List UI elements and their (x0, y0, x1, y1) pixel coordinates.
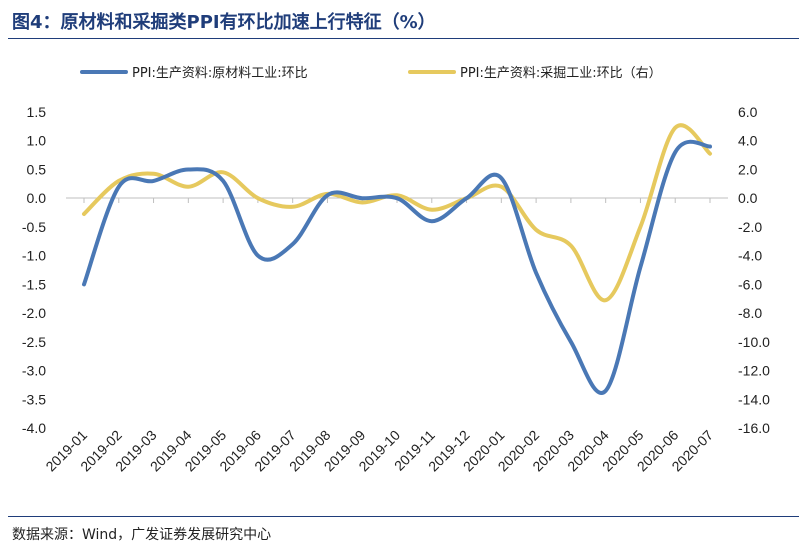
y-left-tick: 0.0 (27, 190, 47, 206)
y-right-tick: 4.0 (738, 133, 758, 149)
y-left-tick: 1.5 (27, 104, 47, 120)
y-right-axis: 6.0 4.0 2.0 0.0 -2.0 -4.0 -6.0 -8.0 -10.0 -12.0 -1… (738, 104, 770, 436)
y-right-tick: -2.0 (738, 219, 762, 235)
y-left-tick: -2.5 (22, 334, 46, 350)
series-lines (82, 123, 712, 395)
y-left-tick: 1.0 (27, 133, 47, 149)
y-left-tick: -3.0 (22, 363, 46, 379)
series-line-2 (82, 123, 712, 303)
y-right-tick: -8.0 (738, 305, 762, 321)
y-left-tick: -4.0 (22, 420, 46, 436)
title-rule (8, 38, 799, 39)
y-left-tick: -1.5 (22, 276, 46, 292)
y-right-tick: 2.0 (738, 161, 758, 177)
y-left-tick: -0.5 (22, 219, 46, 235)
series-line-1 (82, 139, 712, 395)
y-right-tick: -10.0 (738, 334, 770, 350)
y-right-tick: 0.0 (738, 190, 758, 206)
source-note: 数据来源：Wind，广发证券发展研究中心 (12, 527, 272, 543)
chart: PPI:生产资料:原材料工业:环比 PPI:生产资料:采掘工业:环比（右） 1.… (22, 66, 770, 474)
legend-label-series1: PPI:生产资料:原材料工业:环比 (132, 66, 308, 81)
y-right-tick: 6.0 (738, 104, 758, 120)
y-right-tick: -4.0 (738, 248, 762, 264)
y-right-tick: -16.0 (738, 420, 770, 436)
y-right-tick: -14.0 (738, 391, 770, 407)
x-axis: 2019-012019-022019-032019-042019-052019-… (42, 198, 716, 474)
y-right-tick: -6.0 (738, 276, 762, 292)
y-left-tick: 0.5 (27, 161, 47, 177)
legend: PPI:生产资料:原材料工业:环比 PPI:生产资料:采掘工业:环比（右） (80, 66, 662, 81)
y-left-tick: -2.0 (22, 305, 46, 321)
y-left-axis: 1.5 1.0 0.5 0.0 -0.5 -1.0 -1.5 -2.0 -2.5 -3.0 -3.5… (22, 104, 46, 436)
y-left-tick: -1.0 (22, 248, 46, 264)
legend-label-series2: PPI:生产资料:采掘工业:环比（右） (460, 66, 662, 81)
y-left-tick: -3.5 (22, 391, 46, 407)
figure-title: 图4：原材料和采掘类PPI有环比加速上行特征（%） (12, 12, 436, 33)
y-right-tick: -12.0 (738, 363, 770, 379)
source-rule (8, 516, 799, 517)
